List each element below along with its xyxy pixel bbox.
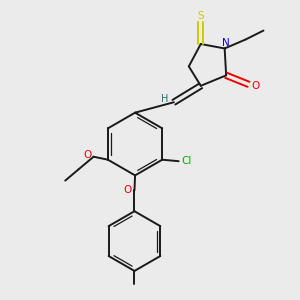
Text: H: H bbox=[161, 94, 169, 104]
Text: O: O bbox=[251, 81, 259, 91]
Text: N: N bbox=[222, 38, 230, 48]
Text: S: S bbox=[197, 11, 204, 21]
Text: O: O bbox=[124, 185, 132, 195]
Text: O: O bbox=[83, 150, 91, 160]
Text: Cl: Cl bbox=[182, 156, 192, 166]
